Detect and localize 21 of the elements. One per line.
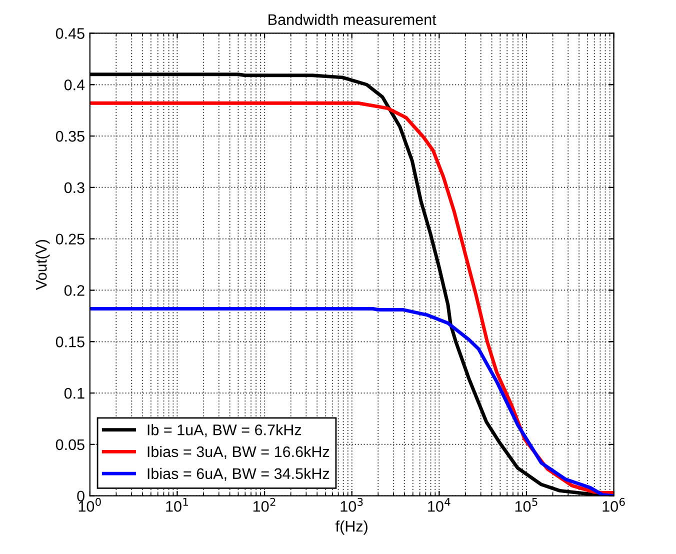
legend-label: Ibias = 6uA, BW = 34.5kHz	[148, 468, 330, 481]
y-tick-label: 0.35	[56, 130, 84, 142]
legend-label: Ibias = 3uA, BW = 16.6kHz	[148, 446, 330, 459]
legend-label: Ib = 1uA, BW = 6.7kHz	[148, 424, 302, 438]
y-tick-label: 0.3	[64, 182, 84, 194]
x-tick-label: 10$^{1}$	[166, 498, 188, 512]
chart-title: Bandwidth measurement	[268, 14, 436, 26]
y-tick-label: 0.15	[56, 336, 84, 348]
x-tick-label: 10$^{6}$	[602, 498, 625, 512]
x-tick-label: 10$^{4}$	[428, 498, 450, 512]
x-tick-label: 10$^{3}$	[340, 498, 363, 512]
y-tick-label: 0.4	[64, 80, 85, 90]
y-axis-title: Vout(V)	[36, 240, 50, 290]
x-tick-label: 10$^{5}$	[515, 498, 538, 512]
x-tick-label: 10$^{2}$	[253, 498, 276, 512]
y-tick-label: 0.2	[64, 285, 84, 296]
y-tick-label: 0.1	[64, 388, 84, 399]
y-tick-label: 0.25	[56, 234, 84, 245]
y-tick-label: 0.05	[56, 439, 84, 450]
x-axis-title: f(Hz)	[336, 520, 368, 535]
y-tick-label: 0.45	[56, 28, 84, 39]
